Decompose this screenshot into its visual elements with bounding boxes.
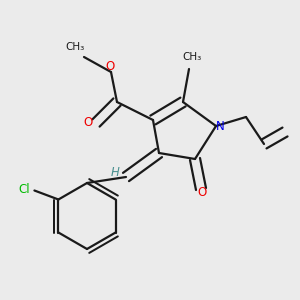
Text: H: H [111, 166, 120, 179]
Text: CH₃: CH₃ [182, 52, 202, 61]
Text: N: N [216, 119, 225, 133]
Text: O: O [198, 185, 207, 199]
Text: Cl: Cl [18, 182, 30, 196]
Text: O: O [105, 59, 114, 73]
Text: O: O [84, 116, 93, 130]
Text: CH₃: CH₃ [65, 43, 85, 52]
